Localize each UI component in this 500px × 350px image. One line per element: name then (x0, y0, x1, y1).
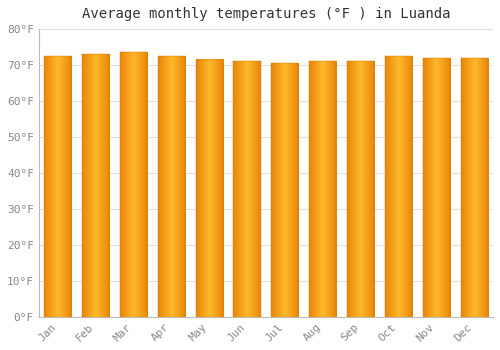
Title: Average monthly temperatures (°F ) in Luanda: Average monthly temperatures (°F ) in Lu… (82, 7, 450, 21)
